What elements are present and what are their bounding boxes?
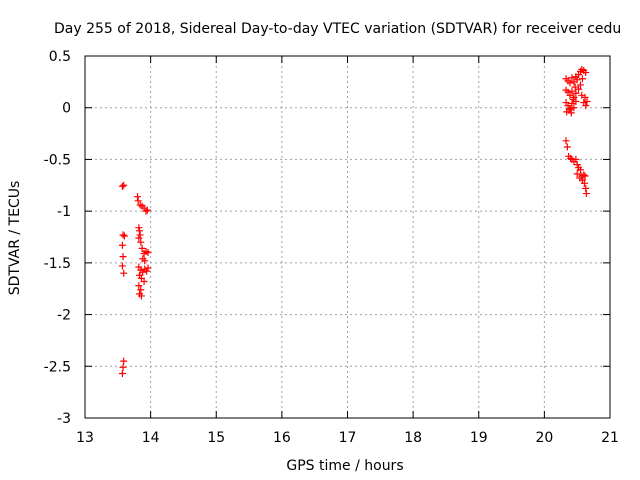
y-tick-label: -1.5 — [44, 256, 71, 272]
data-point-marker — [140, 277, 148, 285]
data-points — [118, 65, 591, 378]
data-point-marker — [581, 93, 589, 101]
y-tick-label: -3 — [57, 411, 71, 427]
y-tick-label: -1 — [57, 204, 71, 220]
data-point-marker — [573, 76, 581, 84]
data-point-marker — [583, 98, 591, 106]
data-point-marker — [138, 244, 146, 252]
data-point-marker — [118, 241, 126, 249]
x-axis-label: GPS time / hours — [286, 458, 403, 474]
y-axis-label: SDTVAR / TECUs — [7, 181, 23, 296]
data-point-marker — [568, 74, 576, 82]
data-point-marker — [567, 109, 575, 117]
data-point-marker — [572, 155, 580, 163]
data-point-marker — [567, 154, 575, 162]
data-point-marker — [135, 234, 143, 242]
data-point-marker — [573, 170, 581, 178]
data-point-marker — [566, 91, 574, 99]
data-point-marker — [582, 69, 590, 77]
data-point-marker — [568, 87, 576, 95]
data-point-marker — [566, 79, 574, 87]
data-point-marker — [144, 264, 152, 272]
data-point-marker — [120, 181, 128, 189]
x-tick-label: 17 — [339, 430, 357, 446]
data-point-marker — [119, 253, 127, 261]
data-point-marker — [582, 184, 590, 192]
data-point-marker — [570, 104, 578, 112]
data-point-marker — [573, 161, 581, 169]
data-point-marker — [142, 207, 150, 215]
data-point-marker — [118, 370, 126, 378]
x-tick-labels: 13 14 15 16 17 18 19 20 21 — [76, 430, 619, 446]
y-tick-label: 0 — [62, 101, 71, 117]
data-point-marker — [118, 182, 126, 190]
x-tick-label: 14 — [142, 430, 160, 446]
data-point-marker — [571, 83, 579, 91]
data-point-marker — [137, 286, 145, 294]
data-point-marker — [120, 232, 128, 240]
data-point-marker — [562, 137, 570, 145]
data-point-marker — [582, 102, 590, 110]
data-point-marker — [572, 89, 580, 97]
data-point-marker — [578, 75, 586, 83]
data-point-marker — [135, 224, 143, 232]
data-point-marker — [563, 143, 571, 151]
data-point-marker — [134, 193, 141, 201]
data-point-marker — [119, 363, 127, 371]
x-tick-label: 20 — [535, 430, 553, 446]
data-point-marker — [582, 190, 590, 198]
grid-lines — [85, 56, 610, 418]
data-point-marker — [576, 166, 584, 174]
data-point-marker — [143, 206, 151, 214]
y-tick-label: -2 — [57, 308, 71, 324]
data-point-marker — [144, 249, 152, 257]
x-tick-label: 18 — [404, 430, 422, 446]
data-point-marker — [580, 179, 588, 187]
x-tick-label: 21 — [601, 430, 619, 446]
data-point-marker — [580, 171, 588, 179]
data-point-marker — [568, 100, 576, 108]
data-point-marker — [569, 95, 577, 103]
data-point-marker — [576, 81, 584, 89]
y-tick-label: -0.5 — [44, 152, 71, 168]
y-tick-label: -2.5 — [44, 359, 71, 375]
data-point-marker — [118, 262, 126, 270]
data-point-marker — [134, 197, 142, 205]
data-point-marker — [566, 105, 574, 113]
chart-title: Day 255 of 2018, Sidereal Day-to-day VTE… — [54, 21, 621, 37]
data-point-marker — [143, 267, 151, 275]
axis-ticks — [84, 55, 611, 419]
data-point-marker — [141, 257, 149, 265]
data-point-marker — [120, 269, 128, 277]
x-tick-label: 16 — [273, 430, 291, 446]
x-tick-label: 15 — [207, 430, 225, 446]
data-point-marker — [136, 231, 144, 239]
x-tick-label: 13 — [76, 430, 94, 446]
data-point-marker — [119, 231, 127, 239]
data-point-marker — [135, 282, 143, 290]
y-tick-label: 0.5 — [49, 49, 71, 65]
data-point-marker — [137, 292, 145, 300]
data-point-marker — [581, 172, 589, 180]
x-tick-label: 19 — [470, 430, 488, 446]
y-tick-labels: 0.5 0 -0.5 -1 -1.5 -2 -2.5 -3 — [44, 49, 71, 427]
data-point-marker — [135, 227, 143, 235]
data-point-marker — [137, 238, 145, 246]
data-point-marker — [120, 357, 128, 365]
